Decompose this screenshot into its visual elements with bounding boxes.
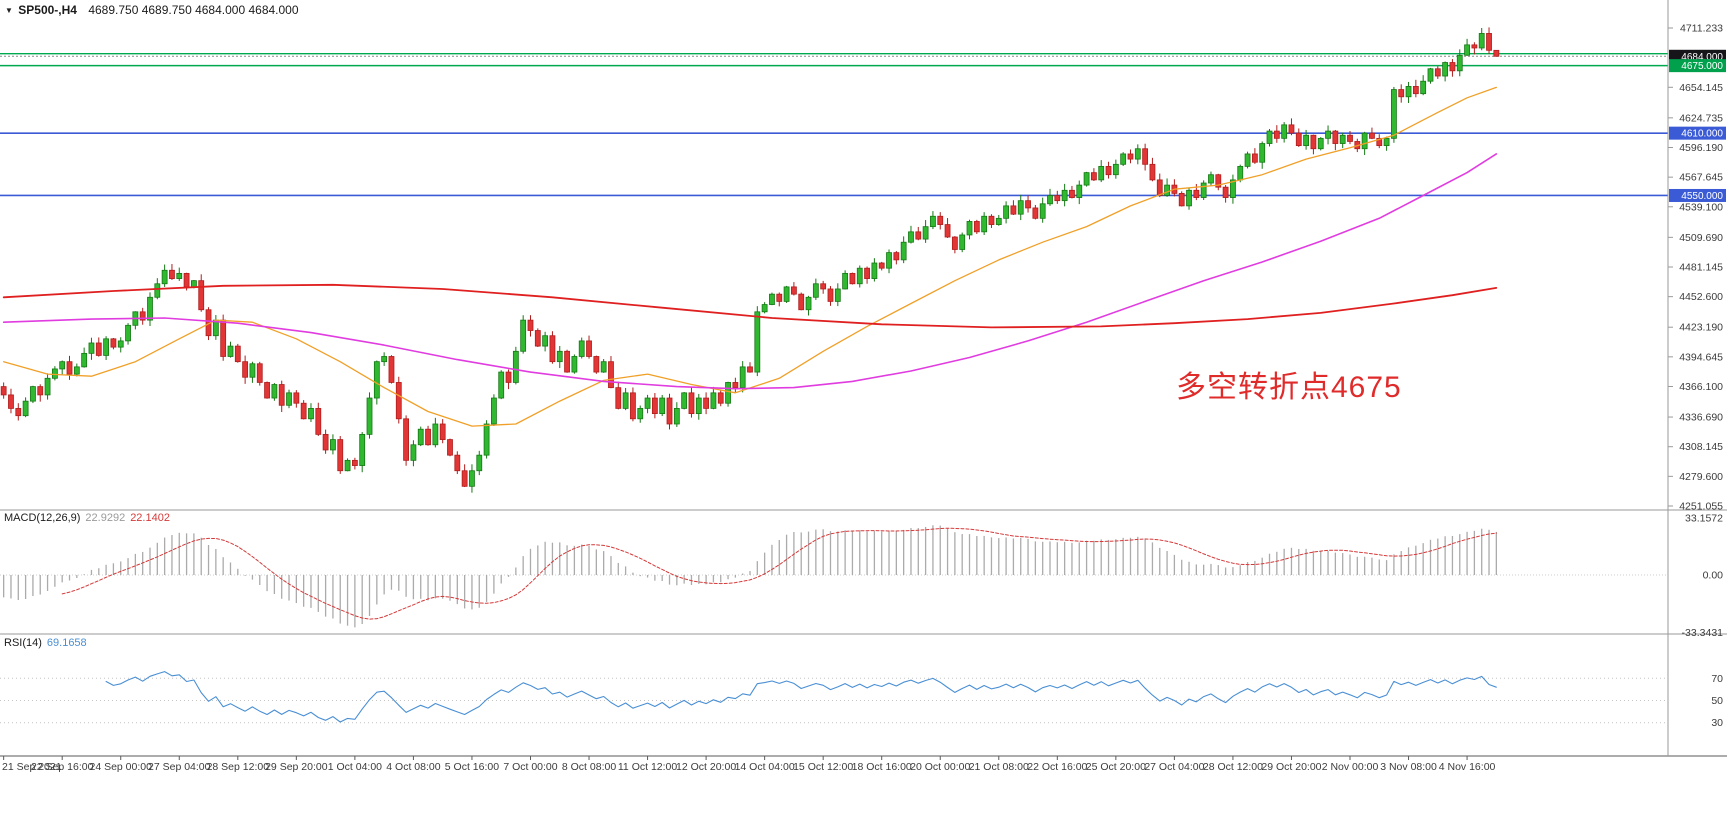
svg-text:4509.690: 4509.690 — [1679, 232, 1723, 244]
macd-signal-value: 22.1402 — [130, 512, 170, 524]
svg-text:30: 30 — [1711, 717, 1723, 729]
svg-text:21 Sep 2021: 21 Sep 2021 — [2, 761, 62, 773]
svg-text:4550.000: 4550.000 — [1681, 191, 1723, 202]
svg-text:11 Oct 12:00: 11 Oct 12:00 — [618, 761, 678, 773]
svg-text:18 Oct 16:00: 18 Oct 16:00 — [852, 761, 912, 773]
svg-text:4654.145: 4654.145 — [1679, 82, 1723, 94]
price-marker-4610.000 — [1669, 126, 1726, 140]
svg-text:4567.645: 4567.645 — [1679, 172, 1723, 184]
price-marker-4675.000 — [1669, 59, 1726, 73]
svg-text:22 Oct 16:00: 22 Oct 16:00 — [1027, 761, 1087, 773]
symbol-timeframe-label: SP500-,H4 — [18, 3, 77, 17]
svg-text:5 Oct 16:00: 5 Oct 16:00 — [445, 761, 499, 773]
svg-text:4711.233: 4711.233 — [1680, 23, 1723, 35]
svg-text:4 Oct 08:00: 4 Oct 08:00 — [386, 761, 440, 773]
ma-mid-magenta — [2, 153, 1498, 390]
svg-text:0.00: 0.00 — [1703, 570, 1724, 582]
svg-text:4624.735: 4624.735 — [1679, 112, 1723, 124]
svg-text:15 Oct 12:00: 15 Oct 12:00 — [793, 761, 853, 773]
svg-text:2 Nov 00:00: 2 Nov 00:00 — [1322, 761, 1379, 773]
symbol-marker-icon: ▼ — [5, 6, 13, 15]
macd-indicator-label: MACD(12,26,9) 22.9292 22.1402 — [4, 512, 170, 524]
macd-signal-line — [61, 527, 1497, 620]
rsi-value: 69.1658 — [46, 637, 87, 649]
svg-text:8 Oct 08:00: 8 Oct 08:00 — [562, 761, 616, 773]
svg-text:50: 50 — [1711, 695, 1723, 707]
svg-text:4610.000: 4610.000 — [1681, 129, 1723, 140]
svg-text:4596.190: 4596.190 — [1679, 142, 1723, 154]
candles-series — [0, 27, 1500, 493]
svg-text:4539.100: 4539.100 — [1679, 201, 1723, 213]
svg-text:22 Sep 16:00: 22 Sep 16:00 — [31, 761, 94, 773]
svg-text:27 Sep 04:00: 27 Sep 04:00 — [148, 761, 211, 773]
svg-text:14 Oct 04:00: 14 Oct 04:00 — [735, 761, 795, 773]
svg-text:28 Oct 12:00: 28 Oct 12:00 — [1203, 761, 1263, 773]
svg-text:33.1572: 33.1572 — [1685, 512, 1723, 524]
ohlc-values: 4689.750 4689.750 4684.000 4684.000 — [88, 3, 299, 17]
svg-text:4251.055: 4251.055 — [1679, 501, 1723, 513]
svg-text:4423.190: 4423.190 — [1679, 322, 1723, 334]
svg-text:27 Oct 04:00: 27 Oct 04:00 — [1144, 761, 1204, 773]
svg-text:4452.600: 4452.600 — [1679, 291, 1723, 303]
svg-text:70: 70 — [1711, 673, 1723, 685]
svg-text:1 Oct 04:00: 1 Oct 04:00 — [328, 761, 382, 773]
svg-text:-33.3431: -33.3431 — [1682, 627, 1724, 639]
svg-text:4394.645: 4394.645 — [1679, 351, 1723, 363]
chart-info-bar: ▼ SP500-,H4 4689.750 4689.750 4684.000 4… — [5, 3, 299, 17]
svg-text:4675.000: 4675.000 — [1681, 61, 1723, 72]
svg-text:25 Oct 20:00: 25 Oct 20:00 — [1086, 761, 1146, 773]
svg-text:4 Nov 16:00: 4 Nov 16:00 — [1439, 761, 1496, 773]
svg-text:4481.145: 4481.145 — [1679, 261, 1723, 273]
macd-main-value: 22.9292 — [85, 512, 126, 524]
svg-text:29 Oct 20:00: 29 Oct 20:00 — [1261, 761, 1321, 773]
chart-annotation-text[interactable]: 多空转折点4675 — [1176, 371, 1402, 404]
indicator-panels — [0, 525, 1668, 724]
svg-text:4279.600: 4279.600 — [1679, 471, 1723, 483]
rsi-line — [105, 671, 1497, 723]
svg-text:4336.690: 4336.690 — [1679, 412, 1723, 424]
horizontal-lines[interactable] — [0, 52, 1668, 197]
macd-name: MACD(12,26,9) — [4, 512, 81, 524]
svg-text:4684.000: 4684.000 — [1681, 52, 1723, 63]
svg-text:3 Nov 08:00: 3 Nov 08:00 — [1380, 761, 1437, 773]
svg-text:21 Oct 08:00: 21 Oct 08:00 — [969, 761, 1029, 773]
axes: 4711.233 4654.145 4624.735 4596.190 4567.645… — [0, 0, 1727, 773]
svg-text:4366.100: 4366.100 — [1679, 381, 1723, 393]
svg-text:29 Sep 20:00: 29 Sep 20:00 — [265, 761, 328, 773]
svg-text:7 Oct 00:00: 7 Oct 00:00 — [503, 761, 557, 773]
ma-slow-red — [2, 283, 1498, 329]
svg-text:24 Sep 00:00: 24 Sep 00:00 — [89, 761, 152, 773]
rsi-indicator-label: RSI(14) 69.1658 — [4, 637, 87, 649]
svg-text:20 Oct 00:00: 20 Oct 00:00 — [910, 761, 970, 773]
price-marker-4550.000 — [1669, 188, 1726, 202]
ma-fast-orange — [3, 86, 1497, 427]
svg-text:28 Sep 12:00: 28 Sep 12:00 — [207, 761, 270, 773]
moving-averages — [2, 86, 1498, 427]
rsi-name: RSI(14) — [4, 637, 42, 649]
svg-text:12 Oct 20:00: 12 Oct 20:00 — [676, 761, 736, 773]
svg-text:4308.145: 4308.145 — [1679, 441, 1723, 453]
